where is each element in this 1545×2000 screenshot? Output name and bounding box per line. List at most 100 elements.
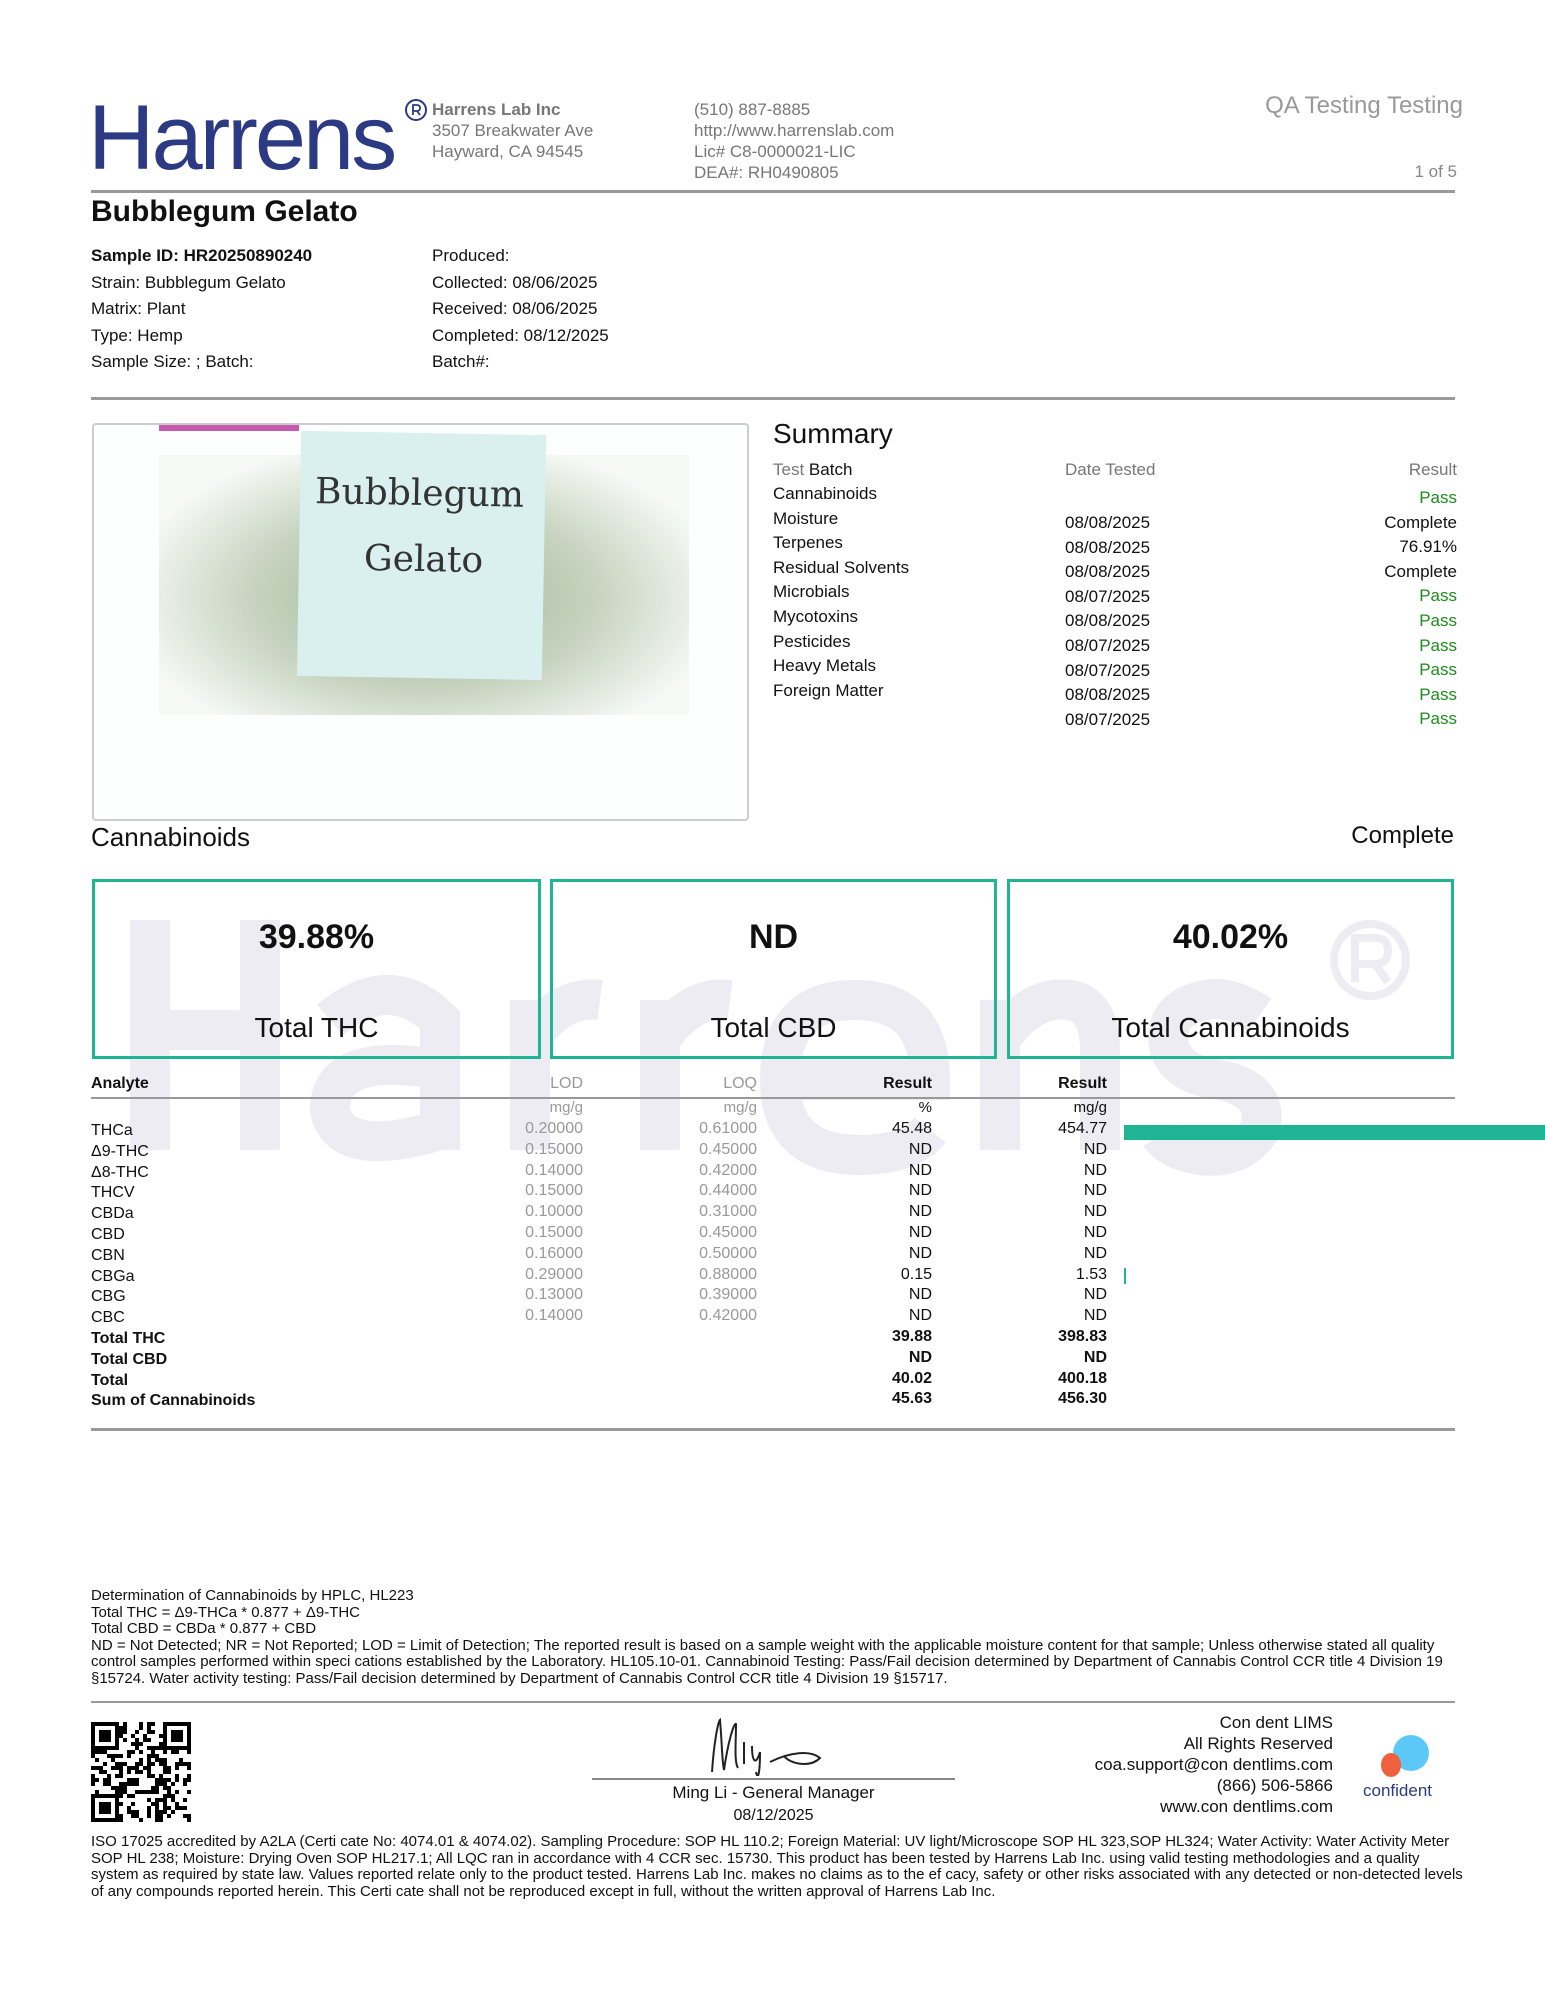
lod: 0.14000	[525, 1161, 583, 1179]
harrens-logo: Harrens	[88, 87, 397, 189]
lims-website[interactable]: www.con dentlims.com	[1160, 1797, 1333, 1816]
result-mg: ND	[1083, 1161, 1107, 1179]
result-mg: ND	[1083, 1286, 1107, 1304]
sample-id: Sample ID: HR20250890240	[91, 246, 313, 265]
lod: 0.15000	[525, 1140, 583, 1158]
col-test: Test	[773, 460, 805, 479]
lod: 0.15000	[525, 1224, 583, 1241]
bag-edge	[159, 425, 299, 431]
result-pct: ND	[908, 1348, 932, 1366]
result-pct: ND	[908, 1224, 932, 1241]
lod: 0.14000	[525, 1307, 583, 1325]
received: Received: 08/06/2025	[432, 299, 598, 319]
lod: 0.15000	[525, 1182, 583, 1200]
total-row: Total THC 39.88 398.83	[91, 1328, 1455, 1349]
result-mg: ND	[1083, 1182, 1107, 1200]
total-row: Total 40.02 400.18	[91, 1370, 1455, 1391]
divider	[91, 1428, 1455, 1431]
signature	[711, 1717, 822, 1776]
loq: 0.50000	[699, 1244, 757, 1262]
test-name: Pesticides	[773, 631, 851, 651]
table-row: THCa 0.20000 0.61000 45.48 454.77	[91, 1120, 1545, 1141]
date-tested: 08/08/2025	[1065, 513, 1151, 532]
rights: All Rights Reserved	[1183, 1734, 1333, 1753]
analyte: Total CBD	[91, 1350, 168, 1368]
col-batch: Batch	[808, 460, 853, 479]
table-row: Δ9-THC 0.15000 0.45000 ND ND	[91, 1141, 1455, 1162]
table-row: CBGa 0.29000 0.88000 0.15 1.53	[91, 1266, 1455, 1287]
loq: 0.45000	[699, 1224, 757, 1241]
lab-contact: (510) 887-8885 http://www.harrenslab.com…	[694, 99, 894, 183]
collected: Collected: 08/06/2025	[432, 272, 598, 292]
note-line: Determination of Cannabinoids by HPLC, H…	[91, 1587, 414, 1604]
strain: Strain: Bubblegum Gelato	[91, 272, 286, 292]
produced: Produced:	[432, 246, 510, 265]
unit-mg: mg/g	[1073, 1099, 1107, 1116]
loq: 0.39000	[699, 1286, 757, 1304]
test-name: Moisture	[773, 508, 839, 528]
result-mg: 398.83	[1058, 1328, 1107, 1345]
watermark-logo	[130, 920, 1410, 1176]
analyte: Δ8-THC	[91, 1163, 149, 1181]
date-tested: 08/07/2025	[1065, 660, 1151, 680]
lims-info: Con dent LIMS All Rights Reserved coa.su…	[1095, 1712, 1333, 1817]
total-cannabinoids-card: 40.02% Total Cannabinoids	[1007, 879, 1454, 1059]
date-tested: 08/08/2025	[1065, 685, 1151, 705]
table-row: THCV 0.15000 0.44000 ND ND	[91, 1182, 1455, 1203]
result-mg: 400.18	[1058, 1369, 1107, 1387]
date-tested: 08/07/2025	[1065, 635, 1151, 655]
analyte: Δ9-THC	[91, 1142, 149, 1160]
total-thc-card: 39.88% Total THC	[92, 879, 541, 1059]
sample-size: Sample Size: ; Batch:	[91, 352, 254, 372]
result-pct: 39.88	[891, 1328, 932, 1345]
support-phone: (866) 506-5866	[1216, 1776, 1333, 1795]
unit-lod: mg/g	[549, 1099, 583, 1116]
result-pct: ND	[908, 1140, 932, 1158]
signatory: Ming Li - General Manager	[672, 1783, 875, 1802]
table-row: CBD 0.15000 0.45000 ND ND	[91, 1224, 1455, 1245]
support-email[interactable]: coa.support@con dentlims.com	[1094, 1755, 1333, 1774]
col-result-pct: Result	[883, 1075, 932, 1092]
test-result: 76.91%	[1399, 537, 1457, 557]
label-line2: Gelato	[363, 537, 484, 582]
test-name: Cannabinoids	[773, 484, 877, 503]
test-result: Pass	[1419, 660, 1457, 680]
result-pct: 0.15	[900, 1265, 932, 1283]
test-name: Terpenes	[773, 533, 843, 553]
test-result: Complete	[1384, 561, 1457, 581]
result-bar	[1124, 1267, 1126, 1284]
unit-pct: %	[918, 1099, 932, 1116]
divider	[91, 397, 1455, 400]
loq: 0.31000	[699, 1203, 757, 1221]
result-pct: 45.48	[891, 1120, 932, 1137]
table-row: CBC 0.14000 0.42000 ND ND	[91, 1307, 1455, 1328]
result-mg: ND	[1083, 1244, 1107, 1262]
matrix: Matrix: Plant	[91, 299, 186, 319]
table-header-line	[91, 1097, 1455, 1099]
note-line: ND = Not Detected; NR = Not Reported; LO…	[91, 1636, 1443, 1687]
phone: (510) 887-8885	[694, 100, 811, 119]
test-result: Pass	[1419, 488, 1457, 507]
test-name: Mycotoxins	[773, 606, 859, 626]
note-line: Total CBD = CBDa * 0.877 + CBD	[91, 1620, 317, 1638]
analyte: CBDa	[91, 1205, 134, 1223]
result-mg: ND	[1083, 1203, 1107, 1221]
table-row: Δ8-THC 0.14000 0.42000 ND ND	[91, 1162, 1455, 1183]
col-lod: LOD	[550, 1075, 583, 1092]
analyte: Sum of Cannabinoids	[91, 1392, 256, 1410]
lod: 0.29000	[525, 1265, 583, 1283]
result-bar	[1124, 1125, 1545, 1140]
result-pct: ND	[908, 1244, 932, 1262]
loq: 0.45000	[699, 1140, 757, 1158]
card-value: 39.88%	[258, 918, 375, 956]
col-result: Result	[1408, 460, 1457, 479]
summary-results: Pass Complete 76.91% Complete Pass Pass Pass Pa…	[1307, 488, 1457, 734]
registered-icon	[405, 99, 427, 121]
result-pct: ND	[908, 1203, 932, 1221]
result-pct: ND	[908, 1286, 932, 1304]
result-pct: 40.02	[891, 1369, 932, 1387]
date-tested: 08/08/2025	[1065, 537, 1151, 557]
loq: 0.88000	[699, 1265, 757, 1283]
result-mg: 454.77	[1058, 1120, 1107, 1137]
result-mg: ND	[1083, 1140, 1107, 1158]
